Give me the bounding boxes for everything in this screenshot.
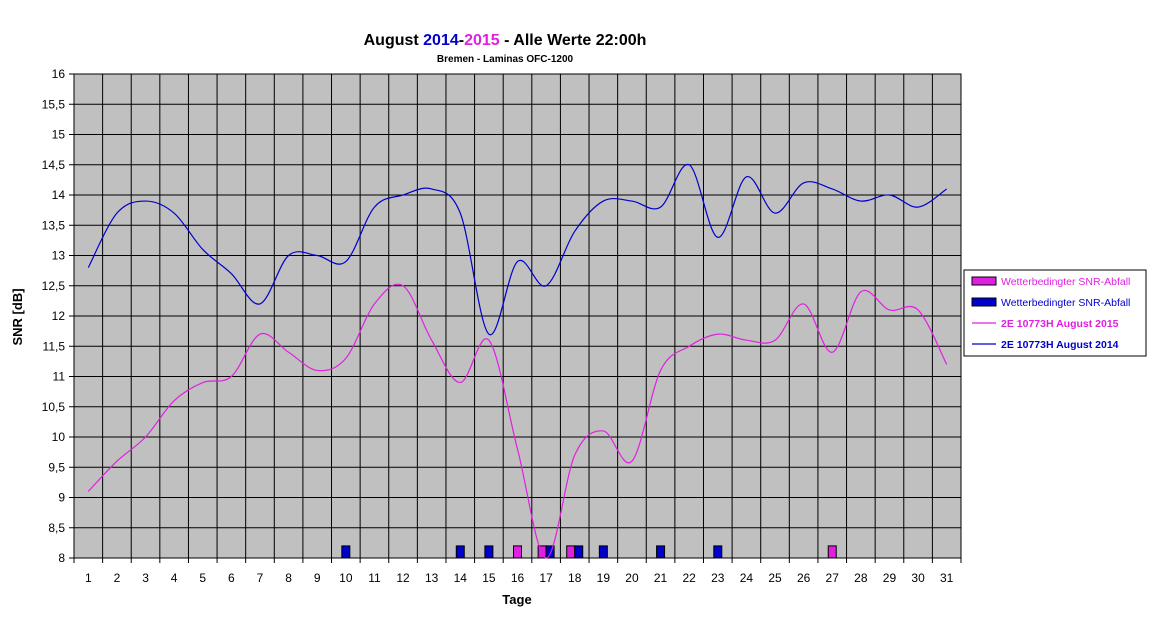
marker-bar	[566, 545, 576, 559]
chart-title: August 2014-2015 - Alle Werte 22:00h	[364, 32, 647, 49]
x-tick-label: 6	[228, 571, 235, 585]
y-tick-label: 16	[52, 67, 66, 81]
x-tick-label: 15	[482, 571, 496, 585]
y-tick-label: 8	[58, 551, 65, 565]
legend-label: 2E 10773H August 2015	[1001, 318, 1119, 330]
x-tick-label: 3	[142, 571, 149, 585]
marker-bar	[341, 545, 351, 559]
y-tick-label: 13,5	[42, 218, 66, 232]
x-tick-label: 26	[797, 571, 811, 585]
x-tick-label: 22	[682, 571, 696, 585]
x-tick-label: 14	[454, 571, 468, 585]
x-tick-label: 27	[826, 571, 840, 585]
y-tick-label: 10,5	[42, 400, 66, 414]
x-tick-label: 25	[768, 571, 782, 585]
x-axis-title: Tage	[502, 592, 531, 607]
y-tick-label: 14,5	[42, 158, 66, 172]
y-tick-label: 11	[53, 370, 66, 384]
y-tick-label: 12	[52, 309, 66, 323]
y-tick-label: 15,5	[42, 97, 66, 111]
marker-bar	[513, 545, 522, 559]
x-tick-label: 16	[511, 571, 525, 585]
x-tick-label: 21	[654, 571, 668, 585]
marker-bar	[545, 545, 555, 559]
x-tick-label: 28	[854, 571, 868, 585]
legend-label: Wetterbedingter SNR-Abfall	[1001, 276, 1130, 288]
chart-title-part: August	[364, 32, 424, 49]
chart-title-part: 2014	[423, 32, 459, 49]
legend-swatch	[971, 276, 997, 286]
x-tick-label: 8	[285, 571, 292, 585]
y-tick-label: 10	[52, 430, 66, 444]
marker-bar	[455, 545, 465, 559]
chart-title-part: - Alle Werte 22:00h	[500, 32, 647, 49]
y-tick-label: 12,5	[42, 279, 66, 293]
y-tick-label: 9,5	[48, 460, 65, 474]
x-tick-label: 11	[368, 571, 381, 585]
marker-bar	[713, 545, 723, 559]
x-tick-label: 12	[396, 571, 410, 585]
x-tick-label: 30	[911, 571, 925, 585]
x-tick-label: 29	[883, 571, 897, 585]
x-tick-label: 5	[199, 571, 206, 585]
x-tick-label: 18	[568, 571, 582, 585]
y-tick-label: 11,5	[43, 339, 66, 353]
legend-label: 2E 10773H August 2014	[1001, 339, 1119, 351]
legend-swatch	[971, 297, 997, 307]
marker-bar	[598, 545, 608, 559]
marker-bar	[656, 545, 666, 559]
y-tick-label: 13	[52, 249, 66, 263]
x-tick-label: 2	[114, 571, 121, 585]
x-tick-label: 19	[597, 571, 611, 585]
series-line	[87, 164, 948, 335]
marker-bar	[484, 545, 494, 559]
marker-bar	[827, 545, 837, 559]
chart-title-part: 2015	[464, 32, 500, 49]
y-tick-label: 14	[52, 188, 66, 202]
x-tick-label: 23	[711, 571, 725, 585]
x-tick-label: 10	[339, 571, 353, 585]
chart-title-part: -	[459, 32, 464, 49]
marker-bar	[574, 545, 584, 559]
x-tick-label: 31	[940, 571, 954, 585]
legend-label: Wetterbedingter SNR-Abfall	[1001, 297, 1130, 309]
x-tick-label: 7	[257, 571, 264, 585]
x-tick-label: 9	[314, 571, 321, 585]
x-tick-label: 20	[625, 571, 639, 585]
y-axis-title: SNR [dB]	[10, 288, 25, 345]
chart-subtitle: Bremen - Laminas OFC-1200	[437, 54, 574, 65]
y-tick-label: 8,5	[48, 521, 65, 535]
y-tick-label: 15	[52, 128, 66, 142]
y-tick-label: 9	[58, 491, 65, 505]
x-tick-label: 24	[740, 571, 754, 585]
x-tick-label: 13	[425, 571, 439, 585]
x-tick-label: 4	[171, 571, 178, 585]
series-line	[87, 283, 948, 559]
x-tick-label: 1	[85, 571, 92, 585]
x-tick-label: 17	[539, 571, 553, 585]
